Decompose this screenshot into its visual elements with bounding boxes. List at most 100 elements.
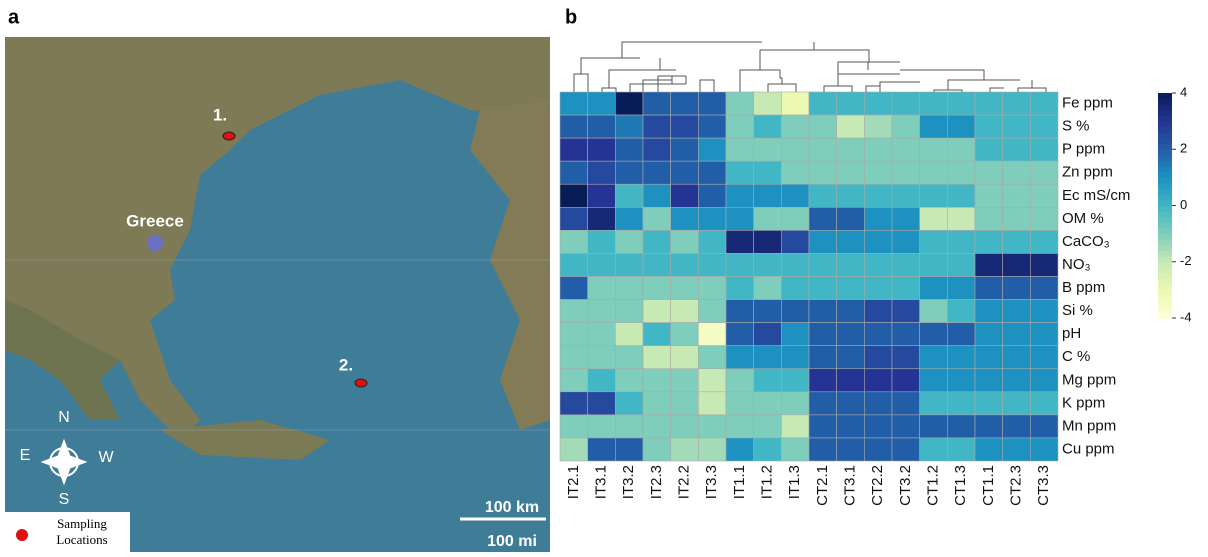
heat-cell (1030, 346, 1058, 369)
heat-cell (754, 438, 782, 461)
heat-cell (1003, 415, 1031, 438)
heat-cell (588, 438, 616, 461)
heat-cell (588, 92, 616, 115)
heat-cell (837, 207, 865, 230)
heat-cell (754, 253, 782, 276)
heat-cell (1030, 392, 1058, 415)
heat-cell (837, 161, 865, 184)
legend-text-box: Sampling Locations (36, 516, 128, 552)
row-label: S % (1062, 118, 1090, 135)
heat-cell (975, 438, 1003, 461)
heat-cell (754, 138, 782, 161)
scale-label: 100 mi (487, 533, 537, 550)
heat-cell (975, 184, 1003, 207)
heat-cell (726, 184, 754, 207)
heat-cell (726, 392, 754, 415)
heat-cell (1030, 138, 1058, 161)
heat-cell (781, 323, 809, 346)
heat-cell (560, 369, 588, 392)
heat-cell (1003, 161, 1031, 184)
heat-cell (892, 115, 920, 138)
row-label: Mg ppm (1062, 371, 1116, 388)
row-label: Fe ppm (1062, 95, 1113, 112)
column-label: IT2.1 (565, 465, 582, 499)
heat-cell (560, 161, 588, 184)
heat-cell (588, 346, 616, 369)
heat-cell (1003, 184, 1031, 207)
country-marker (147, 235, 163, 251)
heat-cell (864, 369, 892, 392)
figure: a b Greece 1. 2. N E W S 100 km 100 mi S… (0, 0, 1208, 552)
colorbar-step (1158, 172, 1172, 178)
heat-cell (837, 277, 865, 300)
colorbar-step (1158, 273, 1172, 279)
heat-cell (615, 138, 643, 161)
heat-cell (1003, 207, 1031, 230)
panel-label: b (565, 6, 577, 28)
heat-cell (671, 392, 699, 415)
heat-cell (698, 230, 726, 253)
heat-cell (975, 277, 1003, 300)
heat-cell (920, 92, 948, 115)
row-label: NO₃ (1062, 256, 1091, 273)
row-label: Si % (1062, 302, 1093, 319)
column-label: CT1.2 (924, 465, 941, 506)
heat-cell (809, 253, 837, 276)
heat-cell (671, 415, 699, 438)
heat-cell (781, 161, 809, 184)
colorbar-step (1158, 200, 1172, 206)
heat-cell (1003, 115, 1031, 138)
site-label: 1. (213, 105, 227, 124)
heat-cell (781, 253, 809, 276)
heat-cell (920, 346, 948, 369)
compass-e: E (20, 447, 31, 464)
heat-cell (726, 323, 754, 346)
heat-cell (809, 346, 837, 369)
heat-cell (726, 277, 754, 300)
heat-cell (947, 369, 975, 392)
heat-cell (781, 115, 809, 138)
heat-cell (809, 300, 837, 323)
heat-cell (643, 138, 671, 161)
heat-cell (975, 138, 1003, 161)
heat-cell (726, 161, 754, 184)
heat-cell (809, 369, 837, 392)
heat-cell (892, 438, 920, 461)
heat-cell (837, 230, 865, 253)
colorbar-step (1158, 116, 1172, 122)
row-label: CaCO₃ (1062, 233, 1110, 250)
heat-cell (864, 253, 892, 276)
compass-s: S (59, 491, 70, 508)
heat-cell (947, 207, 975, 230)
heat-cell (1030, 323, 1058, 346)
heat-cell (809, 184, 837, 207)
heat-cell (615, 161, 643, 184)
heat-cell (588, 138, 616, 161)
heat-cell (892, 184, 920, 207)
heat-cell (892, 323, 920, 346)
heat-cell (643, 92, 671, 115)
heat-cell (837, 392, 865, 415)
heat-cell (864, 415, 892, 438)
heat-cell (864, 161, 892, 184)
heat-cell (698, 415, 726, 438)
heat-cell (920, 184, 948, 207)
heat-cell (698, 161, 726, 184)
heat-cell (1030, 230, 1058, 253)
heat-cell (671, 277, 699, 300)
heatmap: Fe ppmS %P ppmZn ppmEc mS/cmOM %CaCO₃NO₃… (560, 84, 1192, 505)
compass-w: W (98, 449, 114, 466)
heat-cell (643, 230, 671, 253)
heat-cell (975, 369, 1003, 392)
heat-cell (588, 253, 616, 276)
heat-cell (671, 438, 699, 461)
heat-cell (837, 323, 865, 346)
heat-cell (920, 115, 948, 138)
heat-cell (560, 392, 588, 415)
column-label: IT1.3 (786, 465, 803, 499)
column-label: IT1.2 (758, 465, 775, 499)
heat-cell (643, 253, 671, 276)
heat-cell (671, 323, 699, 346)
heat-cell (560, 138, 588, 161)
heat-cell (1030, 369, 1058, 392)
